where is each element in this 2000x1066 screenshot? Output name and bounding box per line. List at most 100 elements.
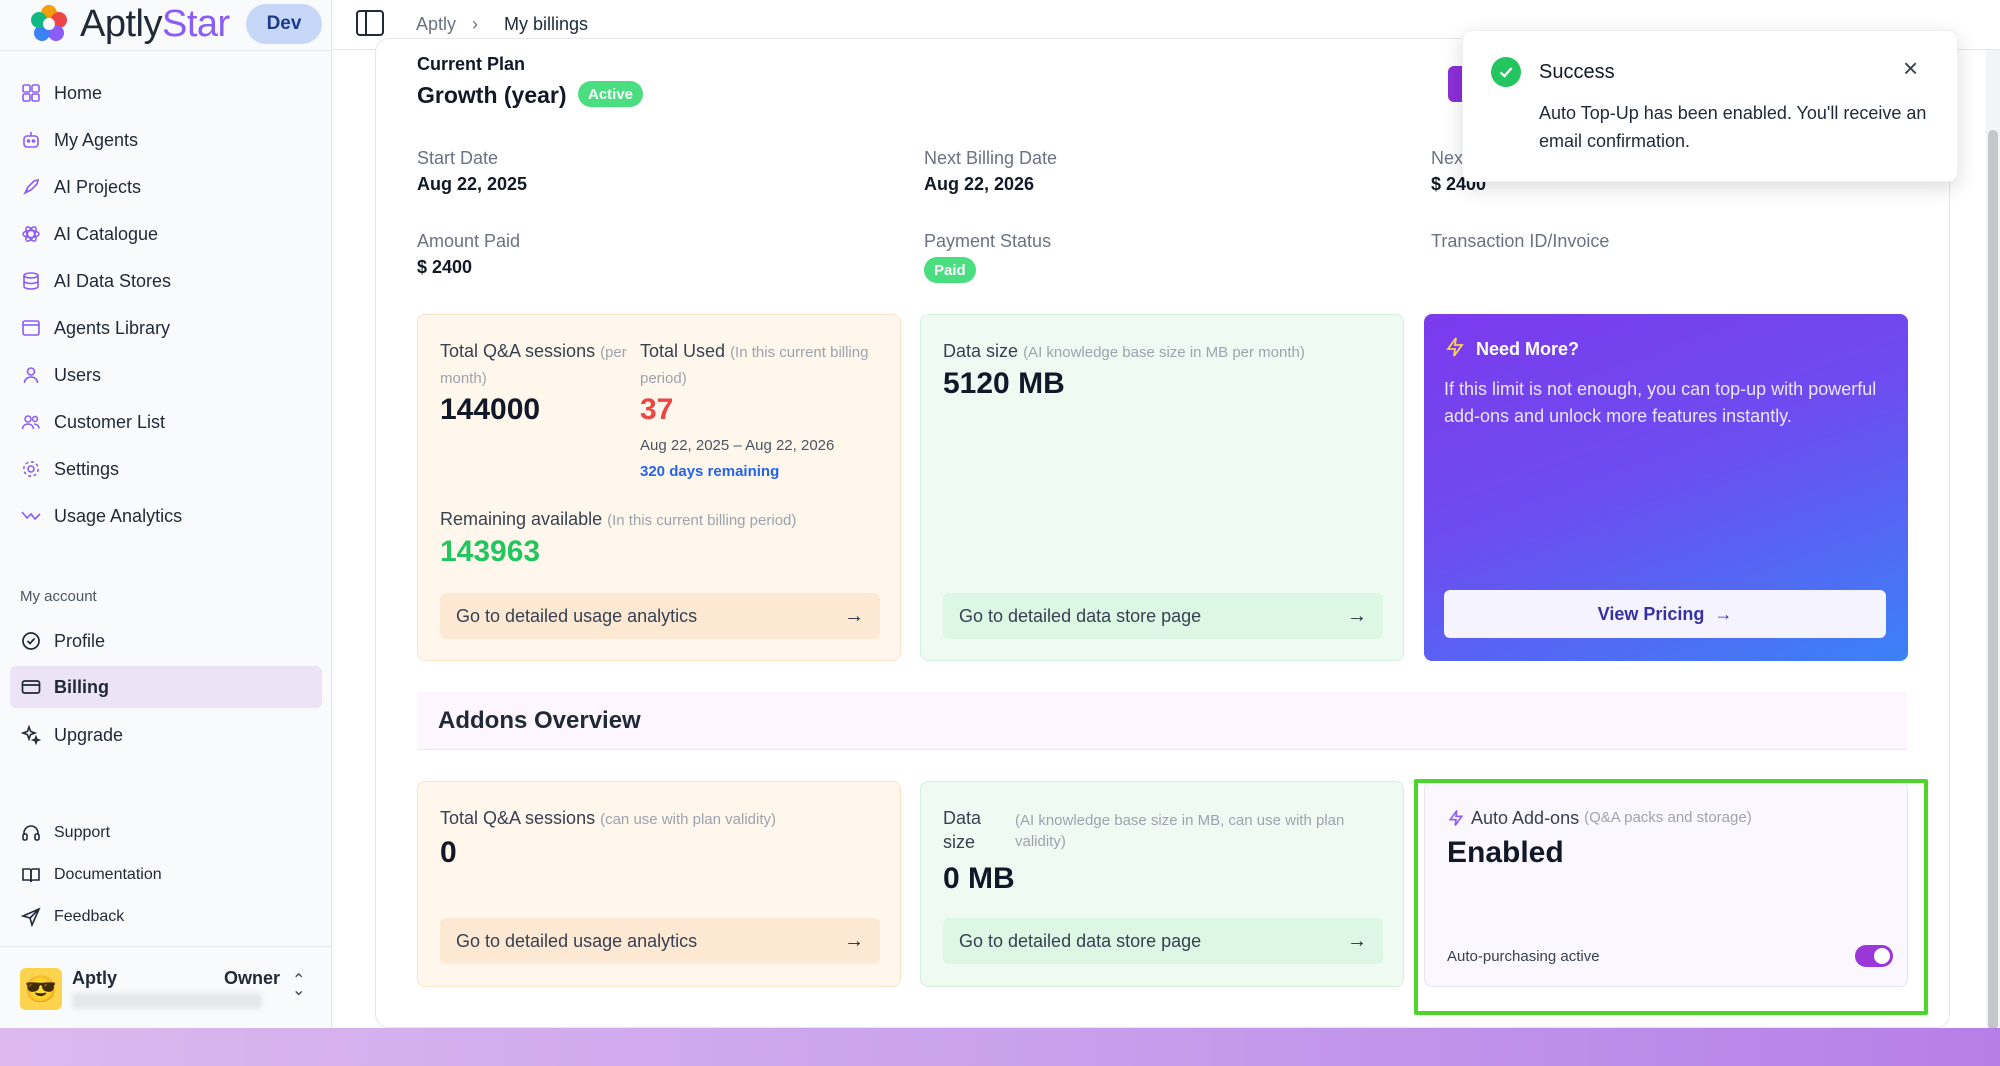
current-plan-label: Current Plan (417, 54, 526, 74)
lightning-icon (1447, 809, 1465, 827)
avatar[interactable]: 😎 (20, 968, 62, 1010)
need-more-title: Need More? (1444, 336, 1579, 363)
sidebar-item-label: Profile (54, 630, 106, 651)
sessions-label: Total Q&A sessions (per month) (440, 341, 627, 387)
divider (0, 946, 332, 947)
sidebar-item-label: Support (54, 824, 111, 841)
headset-icon (20, 822, 42, 844)
brand[interactable]: AptlyStar (28, 3, 230, 45)
remaining-label: Remaining available (In this current bil… (440, 509, 797, 529)
addons-overview-heading: Addons Overview (417, 692, 1907, 750)
close-icon[interactable]: × (1903, 53, 1919, 83)
sidebar-item-users[interactable]: Users (10, 354, 322, 396)
auto-purchasing-status: Auto-purchasing active (1447, 948, 1600, 965)
user-email-redacted (72, 993, 262, 1009)
user-name: Aptly (72, 968, 117, 988)
sidebar-item-feedback[interactable]: Feedback (10, 896, 322, 938)
trend-icon (20, 505, 42, 527)
sidebar-item-label: My Agents (54, 129, 139, 150)
arrow-right-icon: → (1347, 604, 1367, 627)
need-more-card: Need More? If this limit is not enough, … (1424, 314, 1908, 661)
button-label: View Pricing (1597, 603, 1705, 624)
sidebar-item-billing[interactable]: Billing (10, 666, 322, 708)
arrow-right-icon: → (844, 929, 864, 952)
user-role: Owner (224, 968, 281, 988)
atom-icon (20, 223, 42, 245)
users-icon (20, 411, 42, 433)
auto-addons-label: Auto Add-ons (Q&A packs and storage) (1447, 806, 1897, 830)
remaining-value: 143963 (440, 535, 541, 568)
sidebar-item-documentation[interactable]: Documentation (10, 854, 322, 896)
environment-badge[interactable]: Dev (246, 4, 322, 44)
check-circle-icon (1491, 57, 1521, 87)
user-icon (20, 364, 42, 386)
sidebar-item-support[interactable]: Support (10, 812, 322, 854)
chevron-right-icon: › (472, 14, 478, 34)
sidebar-item-ai-data-stores[interactable]: AI Data Stores (10, 260, 322, 302)
usage-card: Total Q&A sessions (per month) 144000 To… (417, 314, 901, 661)
book-icon (20, 864, 42, 886)
sidebar-item-ai-catalogue[interactable]: AI Catalogue (10, 213, 322, 255)
data-size-label: Data size (AI knowledge base size in MB … (943, 341, 1305, 361)
used-value: 37 (640, 393, 674, 426)
toast-title: Success (1539, 61, 1615, 83)
sparkle-icon (20, 724, 42, 746)
sidebar-item-label: Documentation (54, 866, 162, 883)
sidebar-item-my-agents[interactable]: My Agents (10, 119, 322, 161)
addon-datastore-link[interactable]: Go to detailed data store page → (943, 918, 1383, 964)
datastore-card: Data size (AI knowledge base size in MB … (920, 314, 1404, 661)
used-label: Total Used (In this current billing peri… (640, 341, 869, 387)
sidebar-item-label: Usage Analytics (54, 505, 183, 526)
need-more-description: If this limit is not enough, you can top… (1444, 379, 1877, 426)
auto-addons-value: Enabled (1447, 836, 1564, 869)
addon-data-hint: (AI knowledge base size in MB, can use w… (1015, 812, 1345, 850)
sidebar-item-customer-list[interactable]: Customer List (10, 401, 322, 443)
sidebar-toggle-icon[interactable] (356, 10, 384, 36)
sidebar-item-upgrade[interactable]: Upgrade (10, 714, 322, 756)
sidebar-item-label: Feedback (54, 908, 125, 925)
next-billing-value: Aug 22, 2026 (924, 174, 1035, 194)
addon-data-value: 0 MB (943, 862, 1015, 895)
auto-addons-toggle[interactable] (1855, 945, 1893, 967)
database-icon (20, 270, 42, 292)
sidebar-item-label: Billing (54, 676, 109, 697)
addon-data-label: Data size (943, 808, 982, 852)
sidebar-item-profile[interactable]: Profile (10, 620, 322, 662)
sidebar-item-ai-projects[interactable]: AI Projects (10, 166, 322, 208)
sidebar-item-label: Agents Library (54, 317, 171, 338)
scrollbar-thumb[interactable] (1988, 130, 1998, 1030)
sidebar-item-label: AI Projects (54, 176, 142, 197)
billing-period: Aug 22, 2025 – Aug 22, 2026 (640, 437, 835, 454)
usage-analytics-link[interactable]: Go to detailed usage analytics → (440, 593, 880, 639)
arrow-right-icon: → (1714, 603, 1733, 624)
amount-paid-value: $ 2400 (417, 257, 473, 277)
toast-message: Auto Top-Up has been enabled. You'll rec… (1539, 103, 1927, 151)
card-icon (20, 676, 42, 698)
sidebar-item-label: AI Data Stores (54, 270, 172, 291)
sidebar-item-agents-library[interactable]: Agents Library (10, 307, 322, 349)
auto-addons-card: Auto Add-ons (Q&A packs and storage) Ena… (1424, 781, 1908, 987)
chevron-up-down-icon[interactable]: ⌃ ⌄ (292, 972, 306, 999)
success-toast: Success Auto Top-Up has been enabled. Yo… (1462, 30, 1958, 182)
link-label: Go to detailed usage analytics (456, 930, 698, 951)
send-icon (20, 906, 42, 928)
sidebar-item-usage-analytics[interactable]: Usage Analytics (10, 495, 322, 537)
data-size-value: 5120 MB (943, 367, 1065, 400)
rocket-icon (20, 176, 42, 198)
link-label: Go to detailed data store page (959, 605, 1202, 626)
view-pricing-button[interactable]: View Pricing → (1444, 590, 1886, 638)
breadcrumb-root[interactable]: Aptly (416, 14, 457, 34)
addon-usage-analytics-link[interactable]: Go to detailed usage analytics → (440, 918, 880, 964)
sidebar-item-settings[interactable]: Settings (10, 448, 322, 490)
addon-sessions-card: Total Q&A sessions (can use with plan va… (417, 781, 901, 987)
start-date-label: Start Date (417, 148, 499, 168)
next-billing-label: Next Billing Date (924, 148, 1058, 168)
library-icon (20, 317, 42, 339)
addon-sessions-label: Total Q&A sessions (can use with plan va… (440, 808, 777, 828)
payment-status-label: Payment Status (924, 231, 1052, 251)
highlight-box (1414, 779, 1928, 1015)
sidebar-item-home[interactable]: Home (10, 72, 322, 114)
datastore-link[interactable]: Go to detailed data store page → (943, 593, 1383, 639)
addon-sessions-value: 0 (440, 836, 457, 869)
payment-status-badge: Paid (924, 257, 976, 283)
